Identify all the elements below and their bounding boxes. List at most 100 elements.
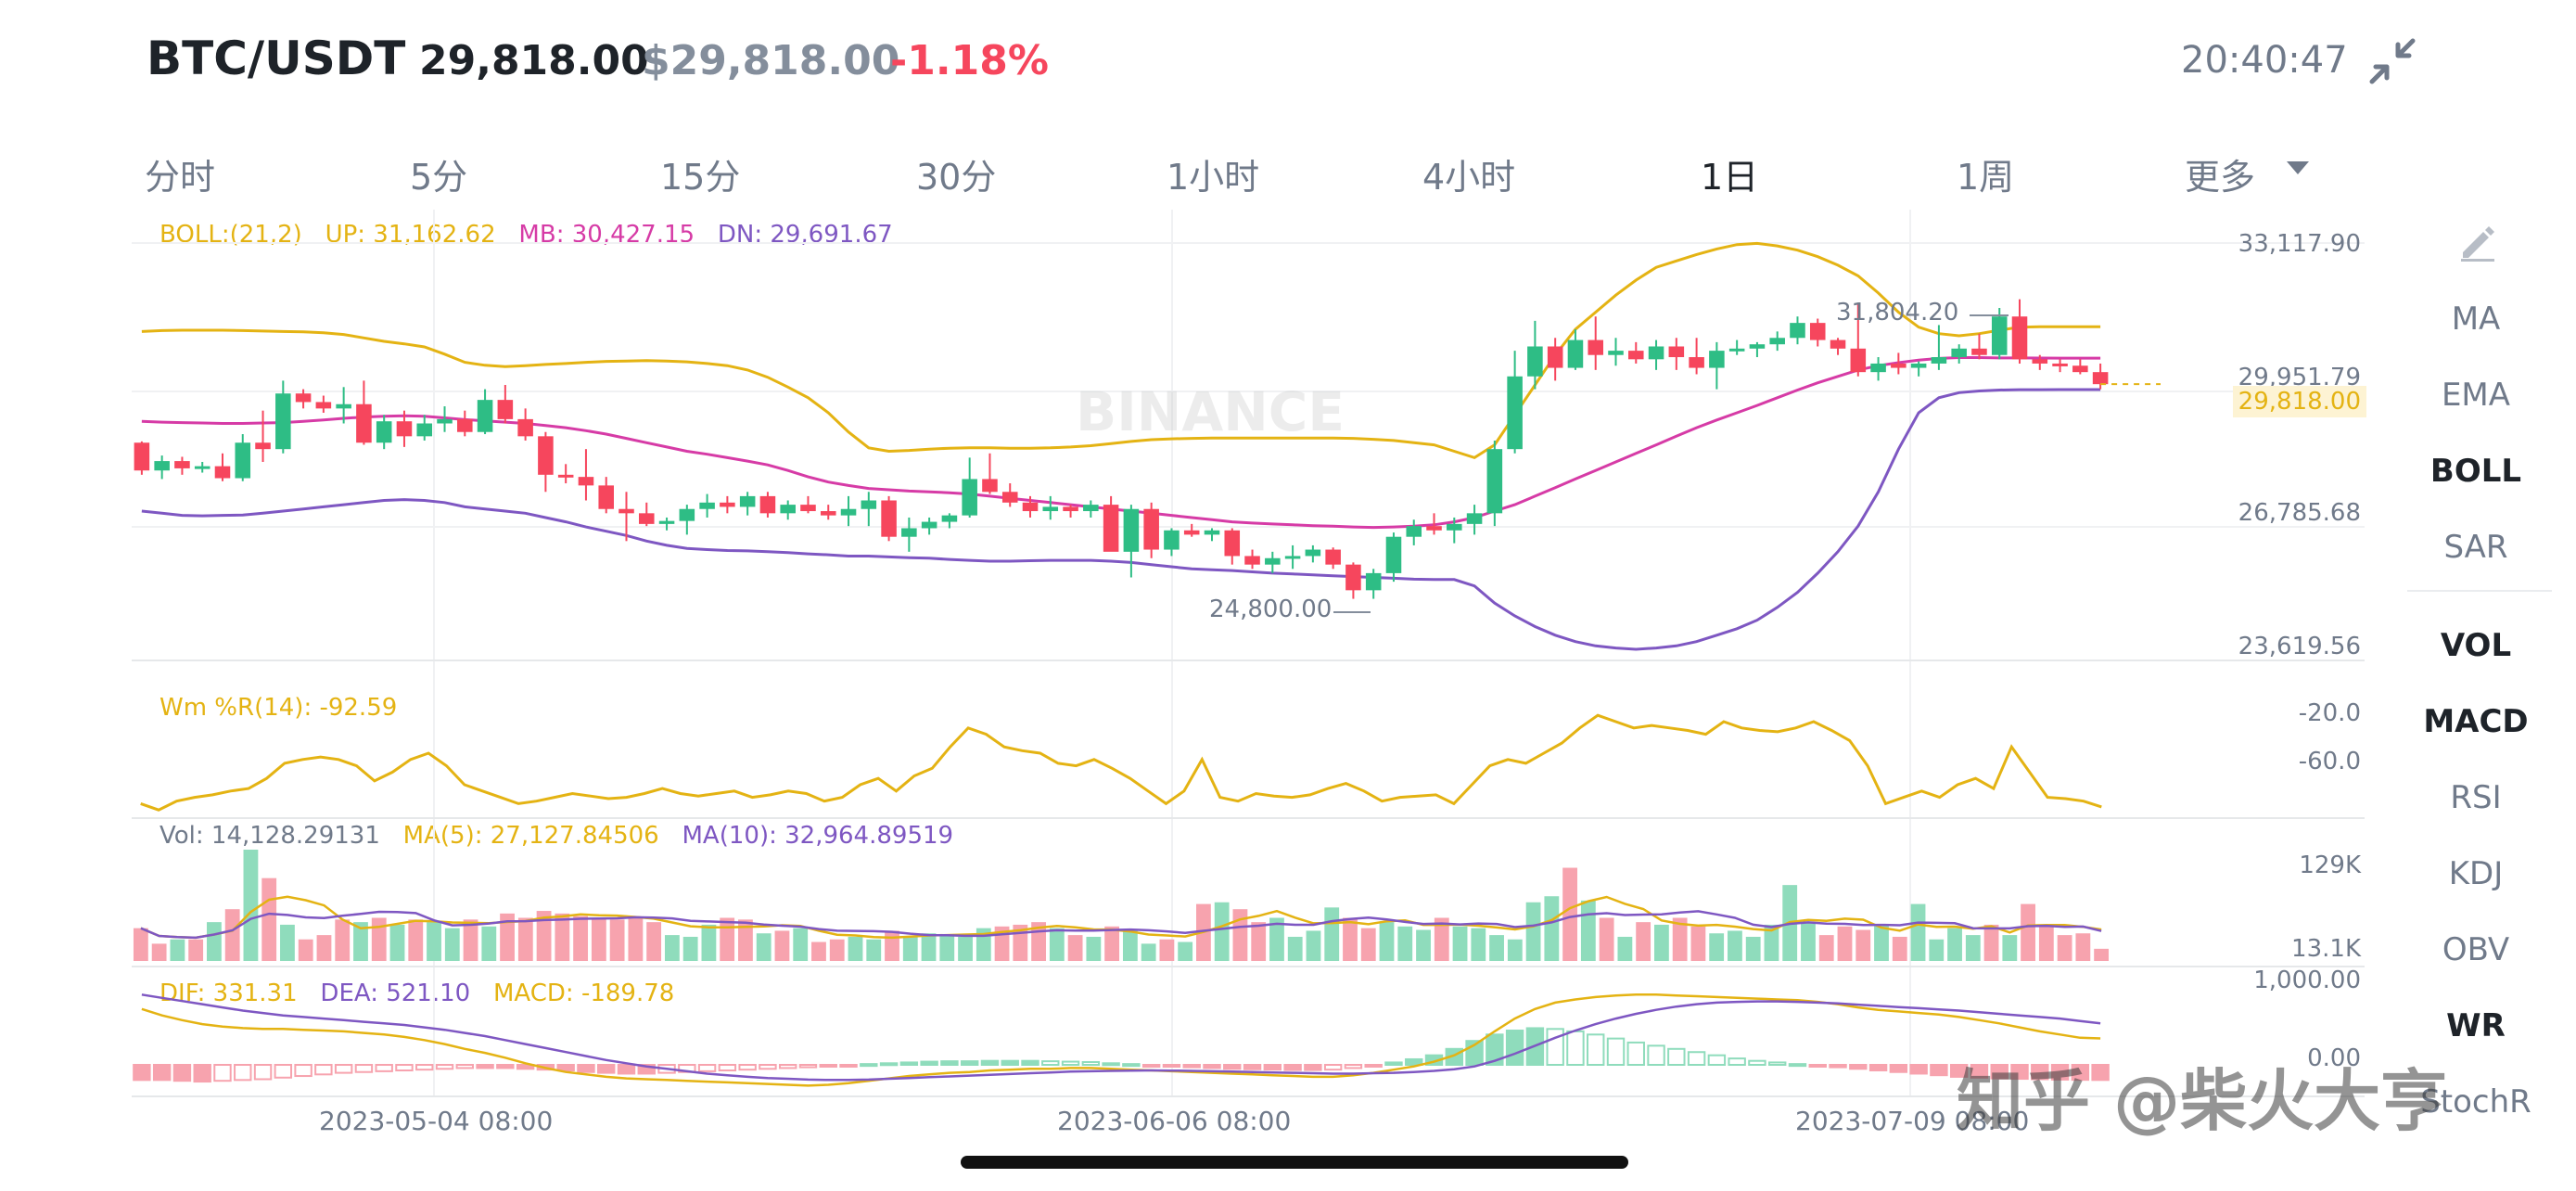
vol-bar-29 (664, 935, 680, 961)
macd-dea-line (141, 993, 2101, 1082)
tab-4[interactable]: 1小时 (1167, 157, 1260, 198)
vol-bar-71 (1434, 917, 1449, 961)
macd-bar-93 (2010, 1064, 2029, 1081)
vol-bar-39 (848, 936, 863, 961)
candle-body-31 (759, 495, 776, 514)
candle-body-84 (1830, 339, 1846, 349)
candle-body-89 (1931, 357, 1947, 364)
tab-7[interactable]: 1周 (1957, 157, 2015, 198)
macd-bar-48 (1102, 1062, 1120, 1067)
indicator-stochr[interactable]: StochR (2420, 1083, 2531, 1121)
indicator-sar[interactable]: SAR (2443, 529, 2508, 566)
vol-bar-63 (1287, 936, 1303, 961)
low-marker: 24,800.00 (1209, 596, 1333, 623)
tab-5[interactable]: 4小时 (1422, 157, 1516, 198)
wr-line (140, 713, 2102, 812)
candle-body-24 (618, 508, 634, 514)
vol-bar-3 (188, 939, 204, 961)
collapse-arrows-icon[interactable] (2366, 35, 2418, 87)
vol-bar-79 (1580, 900, 1596, 961)
candle-body-10 (336, 403, 351, 409)
macd-bar-31 (759, 1064, 777, 1070)
candle-body-88 (1910, 363, 1927, 368)
macd-bar-25 (637, 1064, 656, 1075)
pencil-icon[interactable] (2457, 221, 2498, 262)
vol-bar-37 (811, 941, 826, 961)
candle-body-34 (820, 511, 836, 516)
macd-bar-36 (860, 1063, 878, 1068)
vol-bar-89 (1764, 924, 1779, 961)
candle-body-90 (1951, 348, 1967, 358)
macd-bar-38 (899, 1061, 919, 1067)
indicator-ema[interactable]: EMA (2441, 377, 2511, 414)
indicator-obv[interactable]: OBV (2442, 931, 2510, 968)
macd-bar-34 (819, 1064, 837, 1068)
candle-body-18 (497, 400, 514, 419)
vol-bar-15 (408, 919, 424, 961)
vol-bar-50 (1049, 928, 1065, 961)
macd-bar-57 (1283, 1064, 1302, 1071)
macd-bar-52 (1182, 1064, 1201, 1069)
candle-body-29 (720, 502, 735, 507)
macd-bar-67 (1486, 1033, 1504, 1066)
tab-3[interactable]: 30分 (916, 157, 997, 198)
tab-6[interactable]: 1日 (1701, 157, 1759, 198)
macd-bar-1 (152, 1064, 172, 1082)
macd-bar-43 (1001, 1059, 1019, 1066)
indicator-boll[interactable]: BOLL (2429, 453, 2522, 490)
vol-bar-51 (1067, 935, 1083, 961)
vol-bar-101 (1983, 924, 1999, 961)
vol-bar-77 (1544, 896, 1560, 961)
macd-bar-68 (1505, 1030, 1524, 1067)
macd-bar-75 (1647, 1044, 1665, 1066)
vol-bar-5 (224, 909, 240, 961)
macd-bar-73 (1606, 1037, 1626, 1066)
indicator-wr[interactable]: WR (2446, 1007, 2506, 1044)
vol-bar-85 (1690, 926, 1706, 961)
macd-bar-50 (1141, 1064, 1161, 1068)
tab-1[interactable]: 5分 (410, 157, 468, 198)
tab-0[interactable]: 分时 (145, 157, 216, 198)
indicator-macd[interactable]: MACD (2423, 703, 2529, 740)
indicator-rsi[interactable]: RSI (2450, 779, 2502, 816)
vol-bar-19 (481, 926, 497, 961)
vol-bar-82 (1636, 922, 1651, 961)
vol-bar-32 (720, 917, 735, 961)
macd-dif-line (141, 993, 2101, 1087)
vol-bar-54 (1122, 930, 1138, 961)
tab-2[interactable]: 15分 (660, 157, 741, 198)
macd-bar-72 (1587, 1033, 1605, 1066)
candle-body-28 (699, 502, 715, 509)
candle-body-13 (396, 421, 413, 437)
vol-bar-9 (298, 939, 313, 961)
macd-bar-16 (455, 1064, 475, 1069)
vol-bar-42 (902, 936, 918, 961)
macd-legend: DIF: 331.31 DEA: 521.10 MACD: -189.78 (159, 980, 674, 1007)
macd-bar-18 (496, 1064, 515, 1069)
candle-body-80 (1749, 344, 1766, 349)
vol-bar-6 (243, 850, 259, 961)
candle-body-44 (1022, 502, 1039, 512)
candle-body-86 (1870, 363, 1886, 373)
vol-bar-22 (536, 911, 552, 961)
indicator-kdj[interactable]: KDJ (2448, 855, 2504, 892)
wr-tick-1: -20.0 (2298, 699, 2361, 727)
macd-bar-44 (1021, 1059, 1039, 1066)
indicator-vol[interactable]: VOL (2440, 627, 2512, 664)
macd-bar-6 (253, 1064, 273, 1081)
vol-bar-8 (280, 924, 295, 961)
macd-bar-9 (314, 1064, 333, 1076)
vol-bar-23 (555, 913, 570, 961)
candle-body-48 (1103, 505, 1119, 552)
macd-bar-41 (960, 1060, 979, 1067)
macd-dif: DIF: 331.31 (159, 980, 298, 1007)
macd-bar-85 (1849, 1064, 1868, 1070)
tab-8[interactable]: 更多 (2185, 157, 2256, 198)
indicator-ma[interactable]: MA (2451, 301, 2501, 338)
vol-bar-67 (1360, 928, 1376, 961)
vol-bar-107 (2094, 948, 2110, 961)
vol-bar-27 (628, 917, 644, 961)
macd-bar-11 (354, 1064, 374, 1073)
candle-body-27 (679, 508, 695, 521)
